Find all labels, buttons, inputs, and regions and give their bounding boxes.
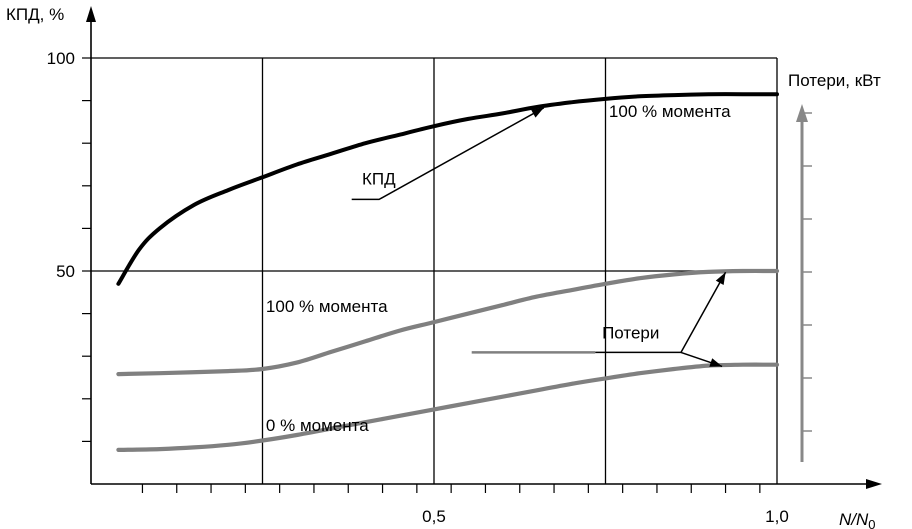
y-axis-title: КПД, %: [6, 5, 64, 24]
x-tick-label-1: 1,0: [765, 507, 789, 526]
x-axis-arrow: [866, 479, 882, 489]
labels: 100 % момента КПД 100 % момента Потери 0 % м…: [266, 102, 731, 435]
series-line-0: [116, 92, 779, 286]
series-line-1: [116, 268, 780, 377]
grid: [91, 57, 778, 484]
series-line-2: [116, 362, 780, 452]
pointer-arrowhead-1: [715, 272, 726, 285]
y-tick-label-1: 100: [47, 49, 75, 68]
annotation-3: Потери: [602, 323, 659, 342]
x-axis-title: N/N0: [839, 510, 876, 529]
y-tick-label-0: 50: [56, 262, 75, 281]
pointer-arrowhead-2: [709, 358, 723, 367]
axis-ticks: 50 100 0,5 1,0: [47, 49, 789, 526]
annotation-4: 0 % момента: [266, 416, 369, 435]
annotation-2: 100 % момента: [266, 297, 388, 316]
annotation-0: 100 % момента: [609, 102, 731, 121]
pointers: [351, 107, 727, 368]
x-axis-title-subscript: 0: [868, 517, 875, 529]
secondary-axis: [796, 104, 812, 462]
x-axis-title-main: N/N: [839, 510, 869, 529]
annotation-1: КПД: [362, 170, 396, 189]
x-tick-label-0: 0,5: [422, 507, 446, 526]
series: [116, 92, 780, 452]
secondary-axis-title: Потери, кВт: [788, 71, 881, 90]
axes: [86, 6, 882, 489]
pointer-arrowhead-0: [531, 107, 544, 118]
pointer-line-0: [351, 107, 545, 201]
y-axis-arrow: [86, 6, 96, 22]
